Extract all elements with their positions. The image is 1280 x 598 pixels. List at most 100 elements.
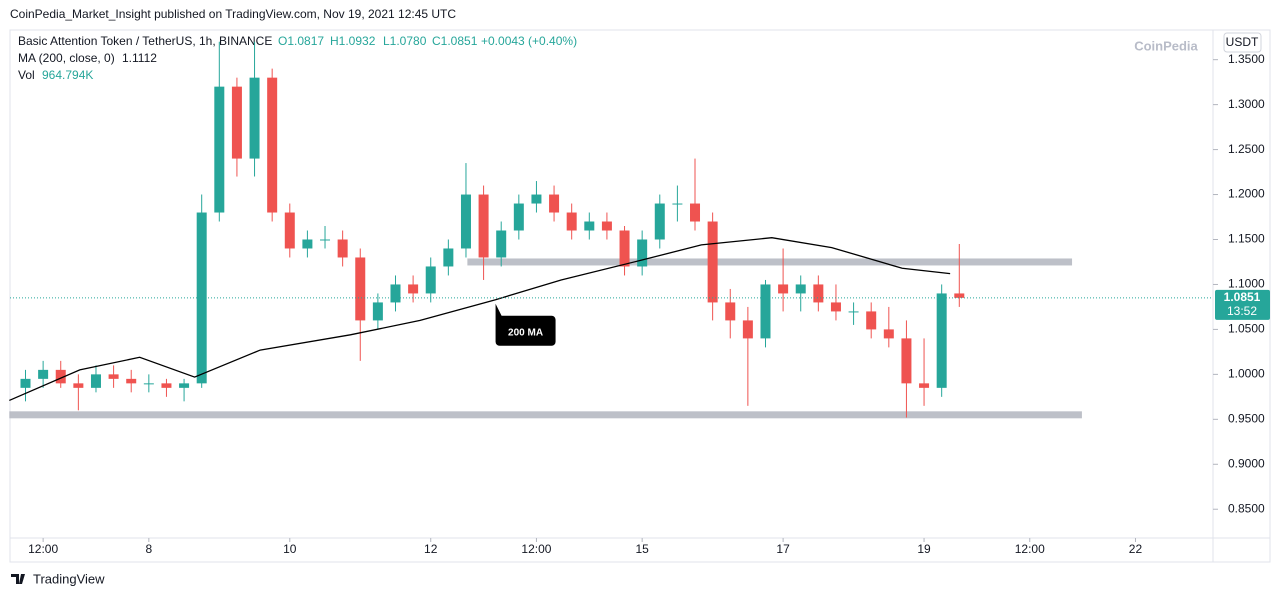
candle-body	[584, 221, 595, 231]
x-tick-label: 12	[424, 542, 438, 556]
y-tick-label: 1.1000	[1228, 277, 1265, 291]
price-tag	[1215, 289, 1270, 320]
currency-box	[1223, 32, 1262, 53]
candle-body	[390, 284, 401, 303]
candle-body	[73, 383, 84, 388]
candle-body	[866, 311, 877, 330]
publisher: CoinPedia_Market_Insight published on Tr…	[10, 7, 456, 21]
candle-body	[496, 230, 507, 258]
candle-body	[55, 369, 66, 384]
candle-body	[355, 257, 366, 321]
y-tick-label: 0.8500	[1228, 501, 1265, 515]
candle-body	[654, 203, 665, 240]
candle-body	[196, 212, 207, 384]
candle-body	[778, 284, 789, 294]
candle-body	[883, 329, 894, 339]
change-label: +0.0043 (+0.40%)	[481, 34, 577, 48]
candle-body	[795, 284, 806, 294]
x-tick-label: 10	[283, 542, 297, 556]
footer-logo	[11, 574, 25, 584]
y-tick-label: 1.3000	[1228, 97, 1265, 111]
y-tick-label: 0.9000	[1228, 456, 1265, 470]
candle-body	[443, 248, 454, 267]
candle-body	[38, 369, 49, 379]
x-tick-label: 8	[145, 542, 152, 556]
candle-body	[549, 194, 560, 213]
candle-body	[760, 284, 771, 339]
candle-body	[408, 284, 419, 294]
candle-body	[108, 374, 119, 379]
candle-body	[725, 302, 736, 321]
y-tick-label: 1.2500	[1228, 142, 1265, 156]
candle-body	[284, 212, 295, 249]
candle-body	[302, 239, 313, 249]
candle-body	[214, 86, 225, 213]
y-tick-label: 1.1500	[1228, 232, 1265, 246]
x-tick-label: 17	[776, 542, 790, 556]
y-tick-label: 1.3500	[1228, 52, 1265, 66]
ma-callout	[495, 303, 556, 346]
symbol: Basic Attention Token / TetherUS, 1h, BI…	[18, 34, 272, 48]
open-label: O1.0817	[278, 34, 324, 48]
ma-callout-label: 200 MA	[508, 327, 543, 338]
candle-body	[425, 266, 436, 294]
candle-body	[848, 311, 859, 313]
candle-body	[513, 203, 524, 231]
support-zone	[9, 411, 1082, 419]
candle-body	[249, 77, 260, 159]
ma-value: 1.1112	[122, 51, 157, 65]
x-tick-label: 19	[917, 542, 931, 556]
candle-body	[20, 378, 31, 388]
ma-line	[9, 237, 951, 402]
price-tag-countdown: 13:52	[1227, 304, 1257, 318]
y-tick-label: 1.0000	[1228, 367, 1265, 381]
candle-body	[267, 77, 278, 213]
support-zone	[467, 258, 1073, 266]
candle-body	[337, 239, 348, 258]
y-tick-label: 1.2000	[1228, 187, 1265, 201]
close-label: C1.0851	[432, 34, 478, 48]
vol-label: Vol	[18, 68, 35, 82]
candle-body	[231, 86, 242, 159]
candle-body	[478, 194, 489, 258]
candle-body	[742, 320, 753, 339]
candle-body	[90, 374, 101, 388]
candle-body	[830, 302, 841, 312]
logo: CoinPedia	[1134, 38, 1198, 53]
candle-body	[954, 293, 965, 298]
candle-body	[179, 383, 190, 388]
candle-body	[566, 212, 577, 231]
candle-body	[690, 203, 701, 222]
candle-body	[372, 302, 383, 321]
candle-body	[919, 383, 930, 388]
candle-body	[619, 230, 630, 267]
currency: USDT	[1226, 35, 1259, 49]
candle-body	[637, 239, 648, 267]
candle-body	[143, 383, 154, 385]
x-tick-label: 22	[1129, 542, 1143, 556]
candle-body	[601, 221, 612, 231]
x-tick-label: 12:00	[521, 542, 551, 556]
candle-body	[672, 203, 683, 205]
candle-body	[531, 194, 542, 204]
candle-body	[126, 378, 137, 384]
candle-body	[936, 293, 947, 388]
x-tick-label: 12:00	[28, 542, 58, 556]
vol-value: 964.794K	[42, 68, 93, 82]
candle-body	[161, 383, 172, 388]
price-tag-value: 1.0851	[1224, 290, 1261, 304]
candle-body	[901, 338, 912, 384]
y-tick-label: 1.0500	[1228, 322, 1265, 336]
x-tick-label: 12:00	[1015, 542, 1045, 556]
high-label: H1.0932	[330, 34, 376, 48]
y-tick-label: 0.9500	[1228, 411, 1265, 425]
ma-label: MA (200, close, 0)	[18, 51, 115, 65]
x-tick-label: 15	[635, 542, 649, 556]
footer: TradingView	[33, 571, 105, 586]
candle-body	[707, 221, 718, 303]
candle-body	[813, 284, 824, 303]
candle-body	[320, 239, 331, 241]
low-label: L1.0780	[383, 34, 427, 48]
